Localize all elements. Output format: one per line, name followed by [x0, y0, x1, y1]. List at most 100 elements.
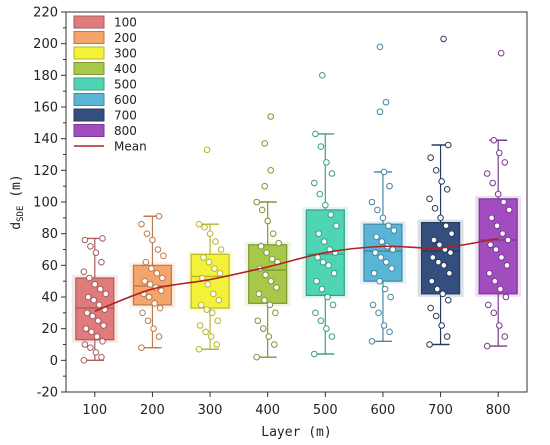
data-point: [386, 182, 393, 190]
data-point: [491, 277, 499, 285]
legend-swatch-800: [73, 124, 105, 137]
data-point: [150, 325, 157, 332]
data-point: [195, 345, 203, 353]
data-point: [263, 249, 270, 256]
y-tick-label: 120: [33, 164, 58, 179]
data-point: [207, 333, 215, 340]
data-point: [254, 317, 262, 325]
data-point: [325, 262, 332, 269]
data-point: [432, 167, 440, 174]
data-point: [84, 293, 92, 301]
data-point: [430, 236, 438, 244]
data-point: [498, 254, 505, 261]
data-point: [203, 306, 211, 313]
data-point: [493, 222, 501, 230]
y-tick-label: 180: [33, 69, 58, 84]
data-point: [311, 179, 318, 187]
data-point: [443, 333, 451, 340]
data-point: [501, 333, 509, 340]
data-point: [155, 333, 163, 340]
data-point: [487, 241, 494, 249]
data-point: [80, 357, 88, 364]
data-point: [375, 309, 382, 317]
data-point: [160, 252, 167, 260]
y-tick-label: 0: [50, 354, 58, 369]
data-point: [83, 309, 91, 317]
data-point: [377, 254, 385, 261]
data-point: [497, 49, 505, 57]
data-point: [261, 140, 268, 147]
data-point: [159, 274, 166, 282]
data-point: [97, 285, 104, 293]
data-point: [320, 238, 328, 245]
legend-label-800: 800: [114, 124, 137, 138]
data-point: [139, 309, 146, 317]
data-point: [268, 255, 276, 263]
data-point: [91, 281, 99, 288]
data-point: [446, 269, 453, 277]
data-point: [273, 284, 280, 291]
y-tick-label: 140: [33, 132, 58, 147]
points-500: [311, 72, 340, 358]
data-point: [436, 241, 443, 249]
data-point: [504, 236, 512, 244]
data-point: [374, 206, 381, 214]
data-point: [370, 269, 378, 277]
data-point: [443, 186, 451, 193]
legend-label-mean: Mean: [114, 140, 147, 154]
data-point: [442, 222, 450, 230]
x-tick-label: 700: [428, 403, 453, 418]
data-point: [270, 341, 278, 348]
data-point: [212, 238, 219, 245]
plot-frame: [65, 11, 528, 393]
data-point: [440, 262, 448, 269]
data-point: [82, 325, 90, 332]
data-point: [153, 269, 161, 277]
data-point: [494, 190, 502, 198]
data-point: [382, 98, 390, 106]
mean-layer: [94, 237, 499, 312]
data-point: [490, 136, 498, 144]
data-point: [329, 301, 337, 309]
data-point: [88, 328, 95, 336]
data-point: [138, 344, 145, 351]
data-point: [333, 222, 340, 230]
points-200: [138, 212, 167, 351]
data-point: [265, 333, 273, 340]
y-tick-label: 100: [33, 196, 58, 211]
data-point: [156, 304, 164, 312]
data-point: [311, 350, 318, 358]
data-point: [89, 312, 96, 320]
data-point: [497, 285, 504, 293]
data-point: [387, 293, 394, 301]
data-point: [206, 230, 214, 237]
data-point: [440, 35, 447, 43]
data-point: [323, 159, 330, 166]
data-point: [438, 322, 445, 329]
data-point: [80, 268, 88, 275]
legend-label-200: 200: [114, 31, 137, 45]
data-point: [81, 341, 89, 348]
data-point: [204, 281, 212, 288]
data-point: [380, 322, 388, 329]
data-point: [157, 287, 165, 294]
y-tick-label: 160: [33, 101, 58, 116]
data-point: [376, 108, 384, 116]
data-point: [93, 333, 101, 340]
data-point: [210, 290, 217, 298]
data-point: [257, 243, 265, 250]
data-point: [211, 265, 218, 272]
y-tick-label: 220: [33, 6, 58, 21]
data-point: [217, 246, 225, 253]
box-body: [478, 198, 518, 295]
data-point: [87, 344, 94, 351]
data-point: [205, 258, 213, 266]
data-point: [269, 230, 277, 237]
data-point: [262, 271, 269, 279]
legend-swatch-500: [73, 77, 105, 91]
data-point: [444, 141, 452, 149]
y-tick-label: 80: [41, 227, 58, 242]
data-point: [439, 290, 447, 298]
data-point: [502, 293, 510, 301]
